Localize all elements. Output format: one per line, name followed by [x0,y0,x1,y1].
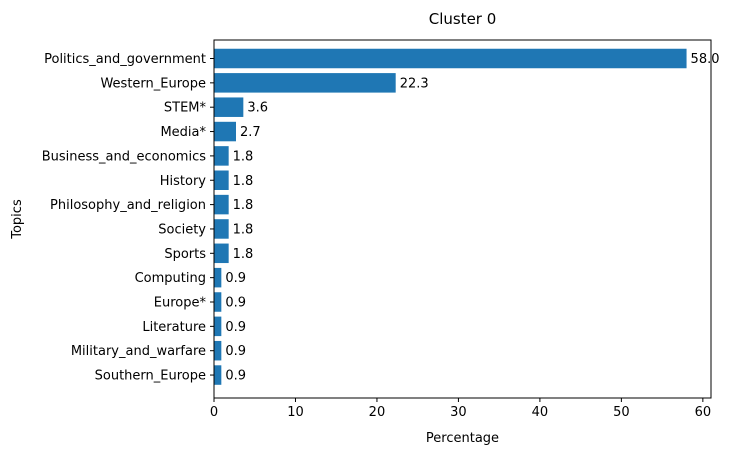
bar-5 [214,170,229,190]
bar-6 [214,194,229,215]
x-tick-label: 50 [613,405,630,420]
y-tick-label: Sports [164,247,206,262]
bar-0 [214,48,687,69]
bar-1 [214,73,396,93]
y-tick-label: Business_and_economics [42,149,206,164]
data-label: 1.8 [233,149,254,164]
data-label: 1.8 [233,198,254,213]
data-label: 1.8 [233,174,254,189]
y-tick-label: Western_Europe [100,76,206,91]
y-tick-label: Southern_Europe [95,369,206,384]
data-label: 0.9 [225,296,246,311]
y-tick-labels: Politics_and_government Western_Europe STE… [42,52,214,384]
bar-3 [214,121,236,142]
x-tick-label: 10 [287,405,304,420]
y-tick-label: Europe* [154,296,207,311]
bar-2 [214,97,244,117]
y-tick-label: Media* [160,125,206,140]
data-label: 0.9 [225,320,246,335]
bar-10 [214,292,222,312]
bar-11 [214,316,222,337]
bar-9 [214,267,222,288]
y-tick-label: Computing [135,271,206,286]
y-tick-label: History [160,174,207,189]
bars-layer [214,48,687,385]
bar-4 [214,146,229,166]
data-label: 22.3 [400,76,429,91]
x-axis-label: Percentage [426,431,499,446]
x-ticks: 0 10 20 30 40 50 60 [210,398,711,420]
x-tick-label: 60 [695,405,712,420]
plot-frame [213,39,712,399]
chart-title: Cluster 0 [429,10,497,28]
data-label: 1.8 [233,222,254,237]
data-label: 1.8 [233,247,254,262]
y-tick-label: Society [158,222,206,237]
y-tick-label: STEM* [164,101,207,116]
data-label: 0.9 [225,344,246,359]
y-tick-label: Politics_and_government [44,52,206,67]
data-labels: 58.0 22.3 3.6 2.7 1.8 1.8 1.8 1.8 1.8 0.9 0.9 0.9 0.… [225,52,719,384]
x-tick-label: 20 [369,405,386,420]
bar-7 [214,219,229,239]
y-axis-label: Topics [10,199,25,240]
data-label: 2.7 [240,125,261,140]
data-label: 0.9 [225,271,246,286]
y-tick-label: Philosophy_and_religion [50,198,206,213]
y-tick-label: Literature [142,320,206,335]
bar-13 [214,365,222,385]
bar-12 [214,340,222,361]
x-tick-label: 0 [210,405,218,420]
y-tick-label: Military_and_warfare [71,344,206,359]
x-tick-label: 40 [532,405,549,420]
data-label: 3.6 [247,101,268,116]
x-tick-label: 30 [450,405,467,420]
data-label: 0.9 [225,369,246,384]
data-label: 58.0 [691,52,720,67]
bar-8 [214,243,229,264]
